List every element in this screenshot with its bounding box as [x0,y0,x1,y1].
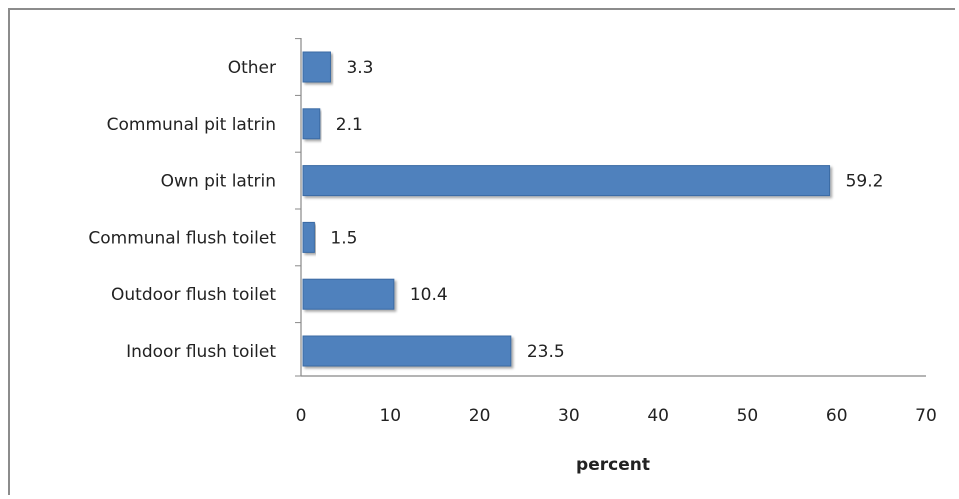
x-tick-label-0: 0 [296,406,307,426]
x-tick-label-50: 50 [737,406,759,426]
x-tick-label-60: 60 [826,406,848,426]
value-label-own-pit-latrin: 59.2 [846,172,884,192]
category-label-indoor-flush-toilet: Indoor flush toilet [126,342,276,362]
x-tick-label-20: 20 [469,406,491,426]
x-tick-label-70: 70 [915,406,937,426]
x-tick-label-30: 30 [558,406,580,426]
bar-communal-pit-latrin [302,108,321,140]
axis-layer: Other 3.3 Communal pit latrin 2.1 Own pit la… [88,38,937,426]
x-tick-label-10: 10 [379,406,401,426]
value-label-outdoor-flush-toilet: 10.4 [410,285,448,305]
chart-frame [8,8,955,495]
x-tick-label-40: 40 [647,406,669,426]
value-label-communal-pit-latrin: 2.1 [336,115,363,135]
value-label-communal-flush-toilet: 1.5 [330,228,357,248]
value-label-other: 3.3 [346,58,373,78]
x-axis-title: percent [576,455,650,475]
category-label-own-pit-latrin: Own pit latrin [161,172,276,192]
bar-own-pit-latrin [302,165,831,197]
bar-indoor-flush-toilet [302,335,512,367]
bars-layer [302,51,831,367]
category-label-communal-pit-latrin: Communal pit latrin [107,115,276,135]
value-label-indoor-flush-toilet: 23.5 [527,342,565,362]
bar-outdoor-flush-toilet [302,278,395,310]
bar-communal-flush-toilet [302,221,315,253]
category-label-communal-flush-toilet: Communal flush toilet [88,228,276,248]
category-label-other: Other [228,58,276,78]
category-label-outdoor-flush-toilet: Outdoor flush toilet [111,285,276,305]
bar-other [302,51,331,83]
